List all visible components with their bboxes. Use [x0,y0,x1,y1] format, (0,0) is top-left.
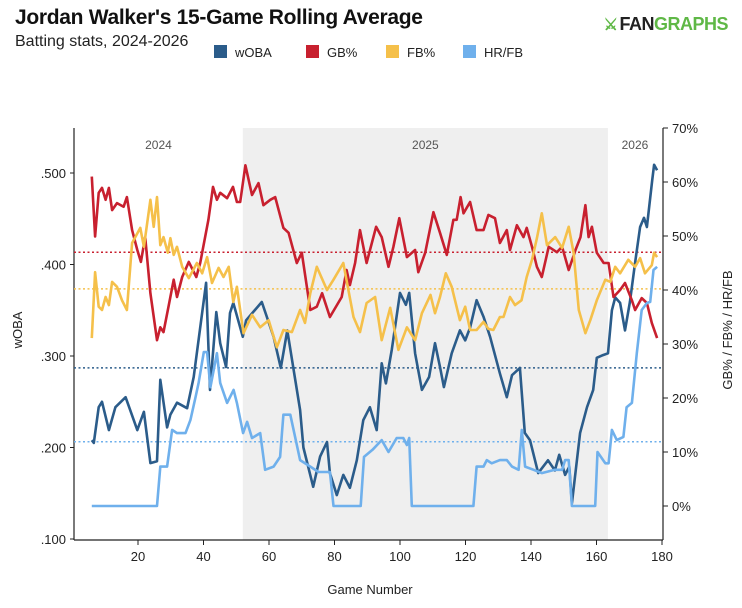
fangraphs-logo: ⚔ FANGRAPHS [603,14,729,34]
x-tick-label: 80 [327,549,341,564]
legend-label: wOBA [234,45,272,60]
legend-swatch-woba [214,45,227,58]
x-tick-label: 20 [131,549,145,564]
season-label-2026: 2026 [622,138,649,152]
legend-swatch-hrfb [463,45,476,58]
season-label-2024: 2024 [145,138,172,152]
series-line-hrfb [91,265,658,508]
y-right-tick-label: 10% [672,445,698,460]
chart-subtitle: Batting stats, 2024-2026 [15,33,189,50]
y-right-tick-label: 20% [672,391,698,406]
y-right-tick-label: 0% [672,499,691,514]
y-right-tick-label: 30% [672,337,698,352]
y-right-tick-label: 50% [672,229,698,244]
x-tick-label: 100 [389,549,411,564]
y-right-tick-label: 60% [672,175,698,190]
series-line-fb [90,195,659,352]
y-left-tick-label: .100 [41,532,66,547]
legend-label: GB% [327,45,358,60]
legend-swatch-fb [386,45,399,58]
season-label-2025: 2025 [412,138,439,152]
x-tick-label: 160 [586,549,608,564]
y-left-tick-label: .200 [41,441,66,456]
x-tick-label: 40 [196,549,210,564]
legend-label: FB% [407,45,436,60]
y-right-tick-label: 40% [672,283,698,298]
y-right-axis-title: GB% / FB% / HR/FB [720,270,735,389]
x-tick-label: 120 [455,549,477,564]
x-axis-title: Game Number [327,582,413,597]
batter-logo-icon: ⚔ [603,17,618,34]
y-left-tick-label: .300 [41,349,66,364]
x-tick-label: 180 [651,549,673,564]
y-right-tick-label: 70% [672,121,698,136]
legend-swatch-gb [306,45,319,58]
legend-label: HR/FB [484,45,523,60]
x-tick-label: 60 [262,549,276,564]
series-line-gb [90,164,659,342]
y-left-tick-label: .400 [41,258,66,273]
y-left-tick-label: .500 [41,166,66,181]
season-band-2025 [242,128,608,540]
y-left-axis-title: wOBA [10,311,25,349]
series-line-woba [90,163,659,505]
x-tick-label: 140 [520,549,542,564]
chart-title: Jordan Walker's 15-Game Rolling Average [15,6,423,29]
